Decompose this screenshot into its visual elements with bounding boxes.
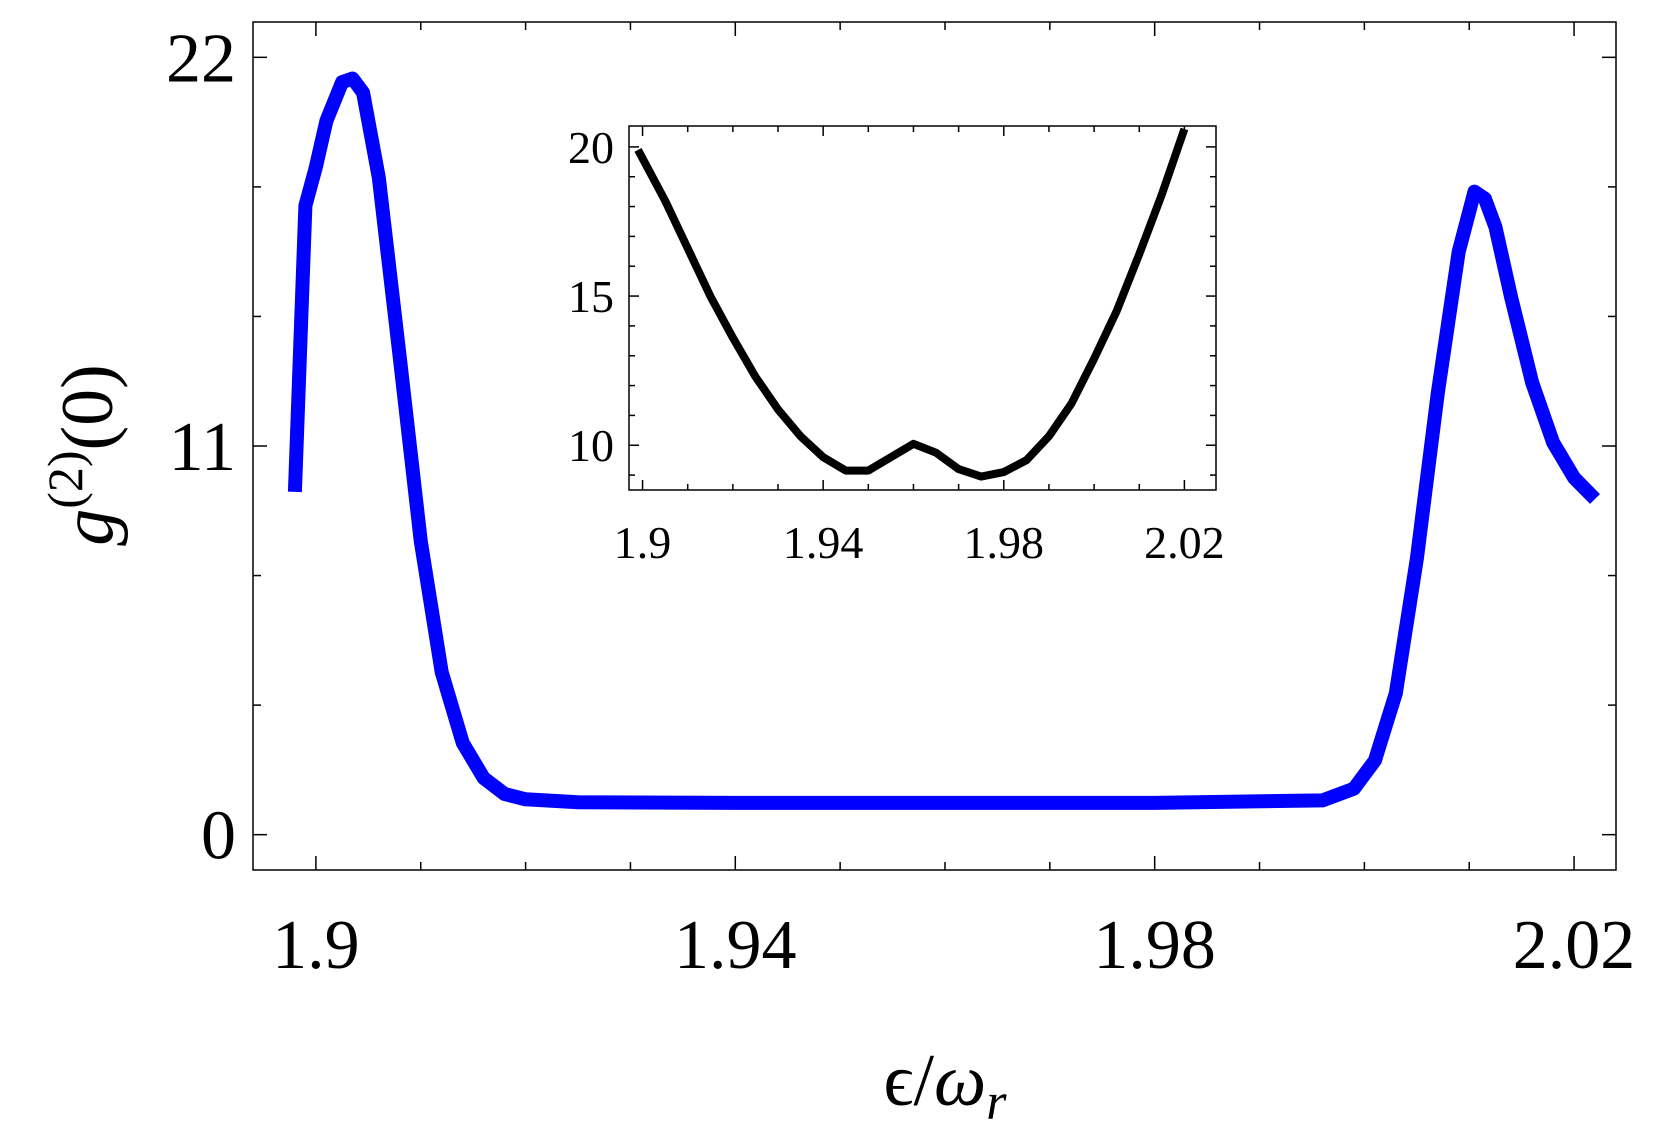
x-tick-label: 1.98 bbox=[964, 517, 1045, 568]
y-tick-label: 20 bbox=[568, 122, 614, 173]
x-tick-label: 1.9 bbox=[272, 907, 360, 984]
x-tick-label: 2.02 bbox=[1144, 517, 1225, 568]
y-tick-label: 11 bbox=[169, 409, 236, 486]
main-series-line bbox=[287, 71, 1600, 810]
main-tick-labels: 1.9 1.94 1.98 2.02 0 11 22 bbox=[166, 20, 1635, 984]
y-tick-label: 15 bbox=[568, 271, 614, 322]
inset-series-line bbox=[634, 127, 1189, 481]
y-axis-label: g(2)(0) bbox=[37, 364, 129, 546]
inset-tick-labels: 1.9 1.94 1.98 2.02 10 15 20 bbox=[568, 122, 1225, 568]
x-tick-label: 1.94 bbox=[674, 907, 797, 984]
main-ticks bbox=[253, 22, 1616, 870]
y-tick-label: 0 bbox=[201, 798, 236, 875]
x-tick-label: 1.94 bbox=[783, 517, 864, 568]
inset-ticks bbox=[629, 126, 1216, 490]
x-tick-label: 1.9 bbox=[614, 517, 672, 568]
x-tick-label: 2.02 bbox=[1513, 907, 1636, 984]
y-tick-label: 10 bbox=[568, 420, 614, 471]
x-axis-label: ϵ/ωr bbox=[883, 1040, 1007, 1131]
y-tick-label: 22 bbox=[166, 20, 236, 97]
x-tick-label: 1.98 bbox=[1093, 907, 1216, 984]
y-axis-label-group: g(2)(0) bbox=[37, 364, 129, 546]
